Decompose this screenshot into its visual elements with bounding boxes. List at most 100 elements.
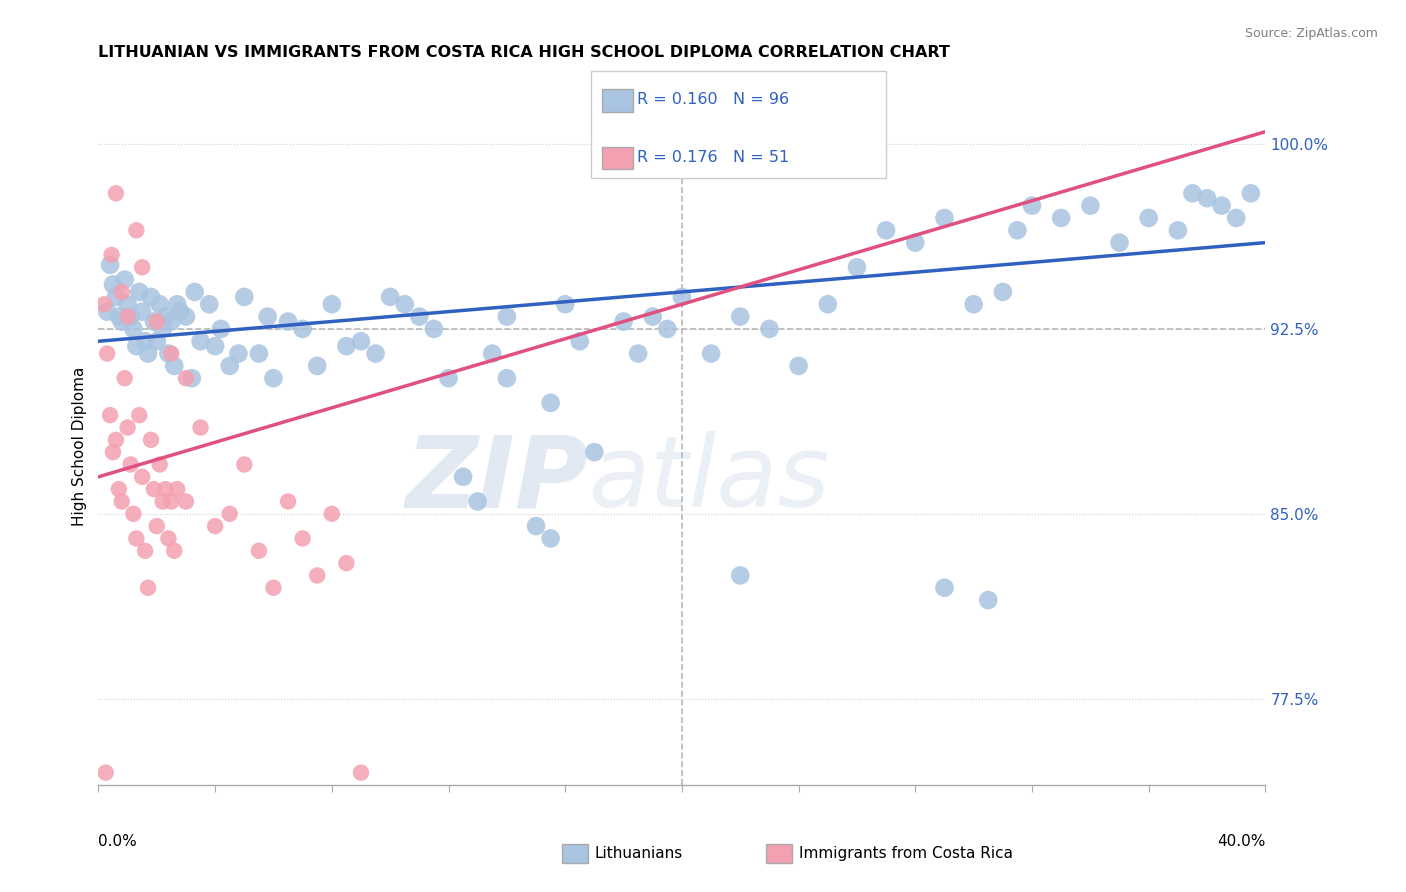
Point (758, 322, 780, 336)
Text: ZIP: ZIP (405, 432, 589, 528)
Point (122, 507, 145, 521)
Text: R = 0.176   N = 51: R = 0.176 N = 51 (637, 151, 789, 165)
Point (977, 593, 1000, 607)
Point (335, 339, 357, 353)
Point (163, 543, 186, 558)
Point (1137, 211, 1160, 225)
Point (160, 346, 183, 360)
Point (1021, 199, 1043, 213)
Point (481, 346, 503, 360)
Point (134, 334, 156, 349)
Point (169, 304, 191, 318)
Point (149, 458, 172, 472)
Point (100, 248, 122, 262)
Point (131, 470, 153, 484)
Point (125, 532, 148, 546)
Point (218, 507, 240, 521)
Point (111, 494, 134, 508)
Point (934, 581, 956, 595)
Point (111, 285, 134, 299)
Point (1181, 186, 1204, 201)
Point (93, 297, 115, 311)
Point (160, 314, 183, 328)
Point (657, 322, 679, 336)
Point (131, 260, 153, 275)
Point (233, 458, 256, 472)
Point (554, 297, 576, 311)
Point (568, 334, 591, 349)
Point (394, 297, 416, 311)
Point (307, 568, 329, 582)
Point (671, 290, 693, 304)
Point (1167, 223, 1189, 237)
Point (423, 322, 446, 336)
Point (125, 223, 148, 237)
Point (467, 494, 489, 508)
Point (496, 310, 519, 324)
Text: atlas: atlas (589, 432, 830, 528)
Point (128, 285, 150, 299)
Point (146, 334, 169, 349)
Point (122, 322, 145, 336)
Point (157, 346, 180, 360)
Point (114, 272, 136, 286)
Point (125, 339, 148, 353)
Point (962, 297, 984, 311)
Point (904, 235, 927, 250)
Point (108, 482, 131, 496)
Point (787, 359, 810, 373)
Point (350, 334, 373, 349)
Point (277, 494, 299, 508)
Point (155, 482, 177, 496)
Text: LITHUANIAN VS IMMIGRANTS FROM COSTA RICA HIGH SCHOOL DIPLOMA CORRELATION CHART: LITHUANIAN VS IMMIGRANTS FROM COSTA RICA… (98, 45, 950, 60)
Point (120, 310, 142, 324)
Point (111, 314, 134, 328)
Point (364, 346, 387, 360)
Point (846, 260, 869, 275)
Point (104, 186, 127, 201)
Point (149, 297, 172, 311)
Point (1080, 199, 1102, 213)
Point (256, 310, 278, 324)
Point (934, 211, 956, 225)
Point (101, 277, 124, 292)
Point (730, 568, 752, 582)
Point (96, 304, 118, 318)
Point (98, 258, 121, 272)
Point (1225, 211, 1247, 225)
Point (152, 322, 174, 336)
Point (1007, 223, 1029, 237)
Point (1211, 199, 1233, 213)
Point (117, 310, 139, 324)
Point (218, 359, 240, 373)
Point (139, 290, 162, 304)
Point (190, 420, 212, 434)
Point (408, 310, 430, 324)
Point (198, 297, 221, 311)
Point (875, 223, 897, 237)
Point (277, 314, 299, 328)
Point (180, 371, 202, 385)
Point (142, 482, 165, 496)
Point (307, 359, 329, 373)
Point (104, 290, 127, 304)
Point (155, 310, 177, 324)
Point (263, 371, 285, 385)
Point (247, 543, 270, 558)
Point (204, 339, 226, 353)
Point (1240, 186, 1263, 201)
Point (247, 346, 270, 360)
Point (134, 543, 156, 558)
Point (108, 310, 131, 324)
Point (730, 310, 752, 324)
Point (146, 314, 169, 328)
Point (136, 581, 159, 595)
Point (380, 290, 402, 304)
Point (437, 371, 460, 385)
Text: 40.0%: 40.0% (1218, 834, 1265, 849)
Point (540, 396, 562, 410)
Point (233, 290, 256, 304)
Y-axis label: High School Diploma: High School Diploma (72, 367, 87, 525)
Point (190, 334, 212, 349)
Point (524, 519, 547, 533)
